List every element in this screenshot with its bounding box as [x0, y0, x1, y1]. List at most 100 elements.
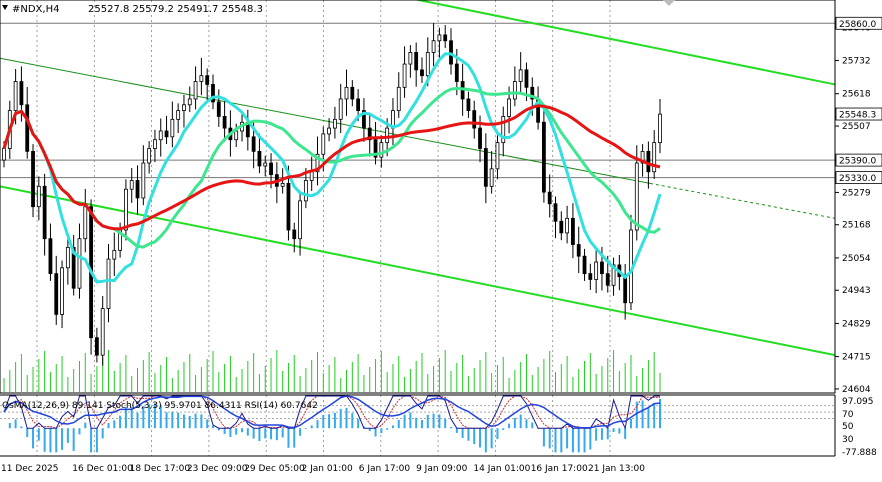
moving-average-ma-slow [2, 104, 661, 231]
candle-body [611, 264, 616, 286]
candle-body [402, 63, 407, 88]
candle-body [147, 148, 152, 164]
candle-body [600, 261, 604, 275]
candle-body [373, 139, 378, 158]
channel-mid-extension [649, 182, 836, 219]
time-tick-label: 14 Jan 01:00 [473, 464, 530, 474]
candle-body [362, 110, 366, 129]
price-tick-label: 25507 [842, 122, 871, 132]
time-tick-label: 11 Dec 2025 [1, 464, 59, 474]
candle-body [489, 168, 494, 187]
ma-layer [2, 52, 662, 284]
candle-body [501, 116, 506, 144]
stoch-main-line [3, 395, 660, 430]
candle-body [530, 86, 535, 100]
candle-body [65, 247, 70, 269]
candle-body [425, 52, 430, 77]
price-label-box [835, 153, 882, 167]
candle-body [623, 276, 628, 304]
candle-body [309, 171, 314, 181]
candle-body [571, 217, 575, 245]
candle-body [141, 162, 146, 199]
time-tick-label: 23 Dec 09:00 [187, 464, 248, 474]
chart-corner-marker-icon [663, 0, 675, 6]
chart-header: #NDX,H4 25527.8 25579.2 25491.7 25548.3 [2, 0, 675, 15]
candle-body [112, 249, 117, 260]
time-tick-label: 16 Jan 17:00 [531, 464, 588, 474]
symbol-label: #NDX,H4 [12, 4, 59, 15]
price-label-value: 25390.0 [839, 157, 876, 167]
candle-body [605, 273, 610, 286]
price-label-box [835, 171, 882, 184]
candle-body [449, 40, 453, 65]
candle-body [344, 86, 349, 100]
price-tick-label: 25618 [842, 90, 871, 100]
moving-average-ma-fast [2, 52, 662, 284]
candle-body [408, 52, 413, 65]
time-tick-label: 16 Dec 01:00 [72, 464, 133, 474]
candle-body [199, 75, 204, 82]
candle-body [106, 258, 111, 309]
candle-body [367, 127, 372, 141]
candle-body [77, 238, 82, 289]
candle-body [36, 185, 41, 208]
channel-lower-line [0, 185, 836, 357]
candle-body [234, 130, 239, 141]
price-tick-label: 24715 [842, 353, 871, 363]
candle-body [396, 86, 401, 112]
volume-layer [3, 350, 661, 392]
candle-body [31, 150, 35, 208]
ohlc-values: 25527.8 25579.2 25491.7 25548.3 [88, 4, 263, 15]
price-label-value: 25548.3 [839, 111, 876, 121]
candle-body [60, 267, 64, 315]
candle-body [153, 139, 157, 149]
osc-tick-label: 97.095 [842, 397, 874, 407]
candle-body [135, 180, 140, 199]
candle-body [222, 116, 227, 129]
price-tick-label: 25054 [842, 254, 871, 264]
candle-body [124, 188, 128, 231]
candle-body [658, 113, 662, 144]
candle-body [507, 98, 511, 117]
candle-body [286, 182, 291, 231]
price-tick-label: 25168 [842, 221, 871, 231]
candle-body [269, 162, 273, 176]
time-tick-label: 2 Jan 01:00 [302, 464, 354, 474]
time-tick-label: 6 Jan 17:00 [359, 464, 411, 474]
candle-body [2, 148, 6, 161]
candle-body [640, 150, 645, 164]
candle-body [634, 162, 639, 231]
candle-body [315, 153, 320, 173]
candle-body [565, 217, 570, 234]
candle-body [431, 40, 436, 53]
candle-body [512, 81, 517, 100]
oscillator-panel [0, 395, 835, 453]
candle-body [553, 203, 558, 222]
candle-body [466, 98, 471, 112]
candle-body [524, 69, 529, 88]
candle-body [420, 69, 424, 77]
osc-tick-label: 30 [842, 435, 854, 445]
candle-body [158, 130, 163, 141]
level-layer [0, 22, 835, 179]
candle-body [19, 81, 24, 106]
candle-body [280, 182, 285, 187]
channel-layer [0, 0, 836, 357]
candle-body [478, 127, 482, 149]
candle-body [646, 150, 651, 173]
time-tick-label: 18 Dec 17:00 [130, 464, 191, 474]
candle-layer [2, 22, 662, 366]
osc-tick-label: 70 [842, 410, 854, 420]
candle-body [333, 118, 337, 129]
candle-body [547, 191, 552, 205]
dropdown-arrow-icon[interactable] [2, 5, 8, 10]
time-tick-label: 9 Jan 09:00 [416, 464, 468, 474]
price-label-value: 25330.0 [839, 174, 876, 184]
candle-body [129, 180, 134, 190]
candle-body [472, 110, 477, 129]
candle-body [559, 220, 564, 234]
candle-body [71, 247, 76, 289]
candle-body [321, 133, 326, 155]
